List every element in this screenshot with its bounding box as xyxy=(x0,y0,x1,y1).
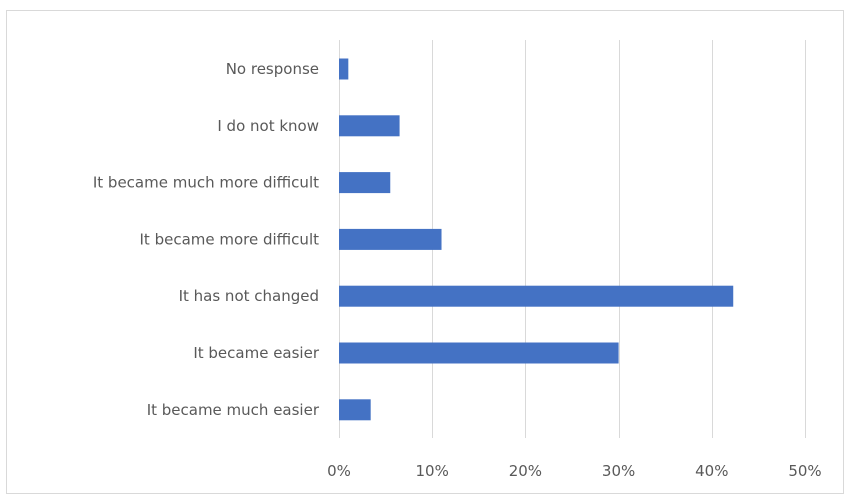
chart-frame xyxy=(6,10,844,494)
category-label: I do not know xyxy=(217,117,319,135)
bars xyxy=(339,58,734,421)
bar xyxy=(339,172,391,194)
category-label: It has not changed xyxy=(179,287,319,305)
x-tick-label: 40% xyxy=(695,462,728,480)
bar xyxy=(339,342,619,364)
category-label: No response xyxy=(226,60,319,78)
bar xyxy=(339,115,400,137)
x-tick-label: 10% xyxy=(416,462,449,480)
bar xyxy=(339,58,349,80)
category-label: It became much easier xyxy=(147,401,320,419)
bar xyxy=(339,399,371,421)
x-tick-label: 20% xyxy=(509,462,542,480)
x-tick-label: 30% xyxy=(602,462,635,480)
category-label: It became easier xyxy=(193,344,320,362)
bar xyxy=(339,228,442,250)
x-tick-label: 50% xyxy=(788,462,821,480)
category-label: It became more difficult xyxy=(140,230,320,248)
category-labels: No response I do not know It became much m… xyxy=(93,60,320,419)
gridlines xyxy=(339,40,806,438)
x-tick-labels: 0% 10% 20% 30% 40% 50% xyxy=(327,462,822,480)
x-tick-label: 0% xyxy=(327,462,351,480)
bar xyxy=(339,285,734,307)
category-label: It became much more difficult xyxy=(93,174,319,192)
